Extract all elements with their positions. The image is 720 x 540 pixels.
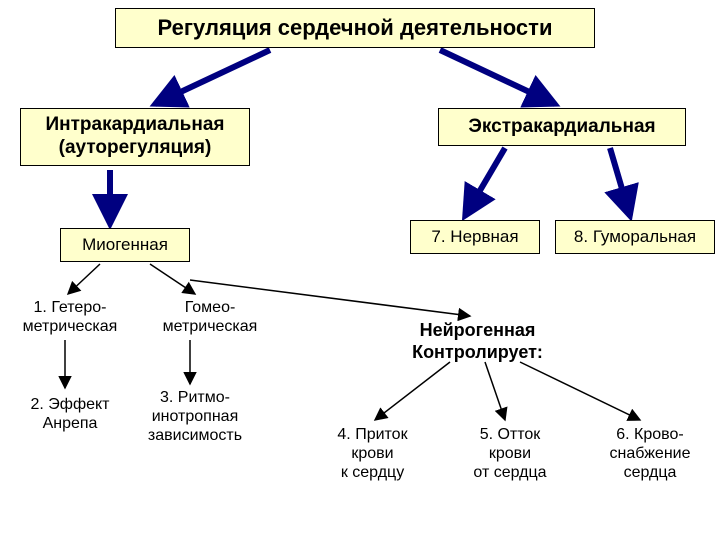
label-anrep: 2. Эффект Анрепа <box>15 395 125 433</box>
thick-arrow-4 <box>610 148 630 216</box>
thin-arrow-7 <box>520 362 640 420</box>
thick-arrow-1 <box>440 50 555 104</box>
box-nervous: 7. Нервная <box>410 220 540 254</box>
thick-arrow-0 <box>155 50 270 104</box>
label-supply: 6. Крово- снабжение сердца <box>595 425 705 483</box>
label-inflow: 4. Приток крови к сердцу <box>320 425 425 483</box>
label-homeo: Гомео- метрическая <box>145 298 275 336</box>
box-myogenic: Миогенная <box>60 228 190 262</box>
box-humoral: 8. Гуморальная <box>555 220 715 254</box>
label-outflow: 5. Отток крови от сердца <box>455 425 565 483</box>
thin-arrow-6 <box>485 362 505 420</box>
thick-arrow-3 <box>465 148 505 216</box>
thin-arrow-5 <box>375 362 450 420</box>
label-ritmo: 3. Ритмо- инотропная зависимость <box>130 388 260 446</box>
box-intracardial: Интракардиальная (ауторегуляция) <box>20 108 250 166</box>
label-hetero: 1. Гетеро- метрическая <box>5 298 135 336</box>
box-title: Регуляция сердечной деятельности <box>115 8 595 48</box>
label-neurogenic: Нейрогенная Контролирует: <box>395 320 560 363</box>
thin-arrow-0 <box>68 264 100 294</box>
thin-arrow-1 <box>150 264 195 294</box>
box-extracardial: Экстракардиальная <box>438 108 686 146</box>
